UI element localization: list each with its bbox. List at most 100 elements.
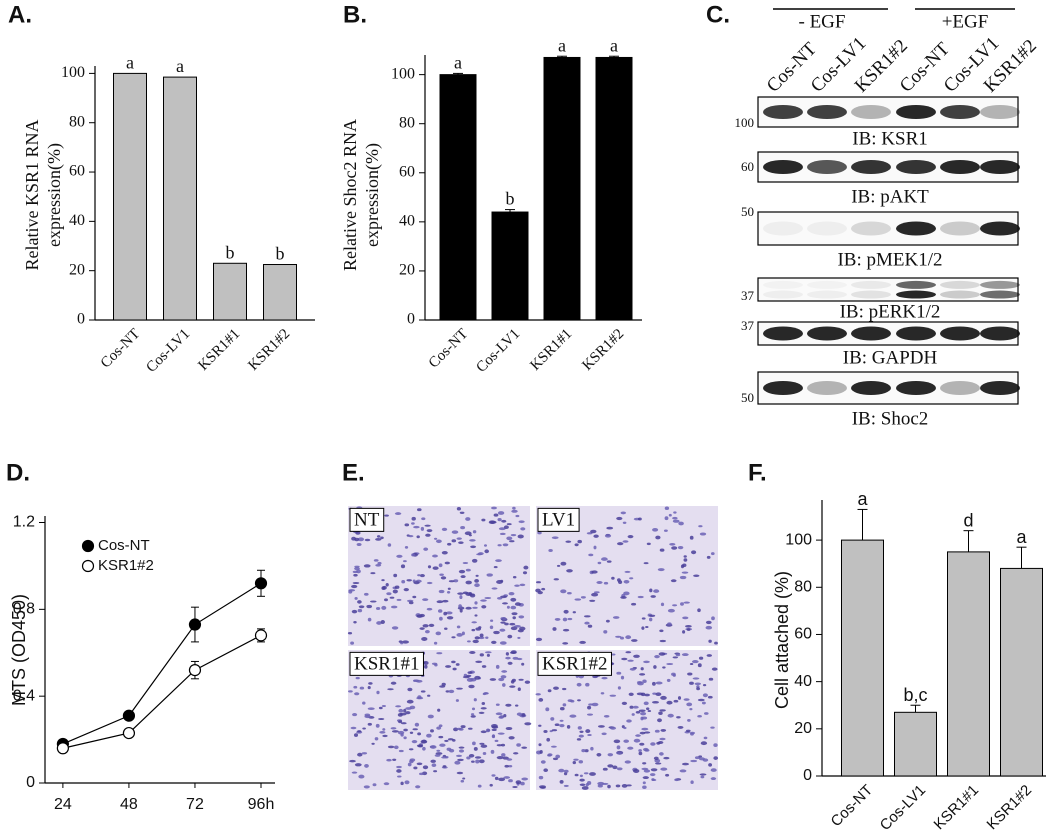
cell [489,520,497,524]
cell [677,725,684,729]
cell [406,579,412,582]
cell [702,683,707,687]
micrograph-label: NT [354,509,380,530]
cell [670,579,677,583]
cell [483,544,488,547]
cell [478,711,485,715]
cell [671,546,678,550]
cell [621,657,628,661]
blot-label: IB: pERK1/2 [840,301,941,322]
cell [479,742,485,745]
cell [576,682,582,687]
cell [438,589,445,594]
cell [493,630,500,635]
bar [213,262,247,321]
cell [680,564,685,569]
cell [638,709,646,712]
cell [414,722,420,727]
cell [698,656,704,660]
cell [380,620,385,624]
cell [605,619,610,623]
cell [458,746,465,749]
cell [403,587,409,592]
cell [559,723,565,728]
cell [512,656,519,660]
cell [478,636,485,640]
cell [445,611,453,615]
cell [698,757,705,761]
cell [391,730,399,733]
cell [653,756,659,760]
cell [682,616,689,620]
cell [666,662,674,666]
blot-band [851,221,891,236]
cell [392,589,398,594]
cell [357,600,362,604]
cell [563,784,569,787]
cell [412,728,418,731]
cell [649,614,656,618]
y-tick-label: 100 [61,64,85,81]
cell [577,699,581,702]
cell [692,677,700,680]
cell [409,759,414,764]
cell [429,745,435,748]
cell [415,785,421,789]
cell [354,763,362,767]
cell [385,583,389,587]
cell [512,785,518,789]
cell [642,785,647,790]
cell [683,558,688,562]
blot-band [896,326,936,341]
cell [550,745,557,748]
cell [509,540,515,543]
cell [474,636,480,640]
data-point [254,577,268,590]
cell [403,736,407,740]
cell [567,617,573,621]
cell [553,578,560,581]
x-tick-label: KSR1#1 [931,782,983,834]
cell [458,749,465,753]
cell [445,665,452,668]
blot-band [763,290,803,299]
data-point [188,618,202,631]
cell [514,584,520,587]
cell [387,688,394,691]
cell [424,664,428,669]
label-box [537,507,580,532]
blot-label: IB: pAKT [851,186,929,207]
cell [501,519,507,523]
cell [422,624,429,628]
cell [645,625,649,629]
cell [417,574,421,577]
chart-panel: D. MTS (OD450) 0 0.4 0.8 1.2 24 48 72 96h Cos-NT KS… [6,459,275,813]
cell [484,549,490,554]
cell [667,622,672,626]
cell [421,517,426,521]
panel-label: D. [6,459,30,486]
cell [489,783,493,787]
cell [518,615,525,619]
cell [505,652,510,656]
cell [470,545,477,549]
cell [348,690,353,693]
cell [642,781,646,785]
cell [545,707,550,712]
cell [606,526,614,530]
cell [610,653,616,656]
cell [400,781,404,786]
significance-label: a [454,53,462,73]
cell [691,550,697,555]
cell [664,516,669,521]
cell [650,742,656,746]
y-tick-label: 0.8 [13,601,35,618]
cell [473,746,478,751]
cell [489,625,494,630]
blot-band [940,381,980,395]
cell [458,604,462,608]
cell [626,784,632,787]
cell [627,659,634,662]
blot-band [807,381,847,395]
y-tick-label: 1.2 [13,514,35,531]
